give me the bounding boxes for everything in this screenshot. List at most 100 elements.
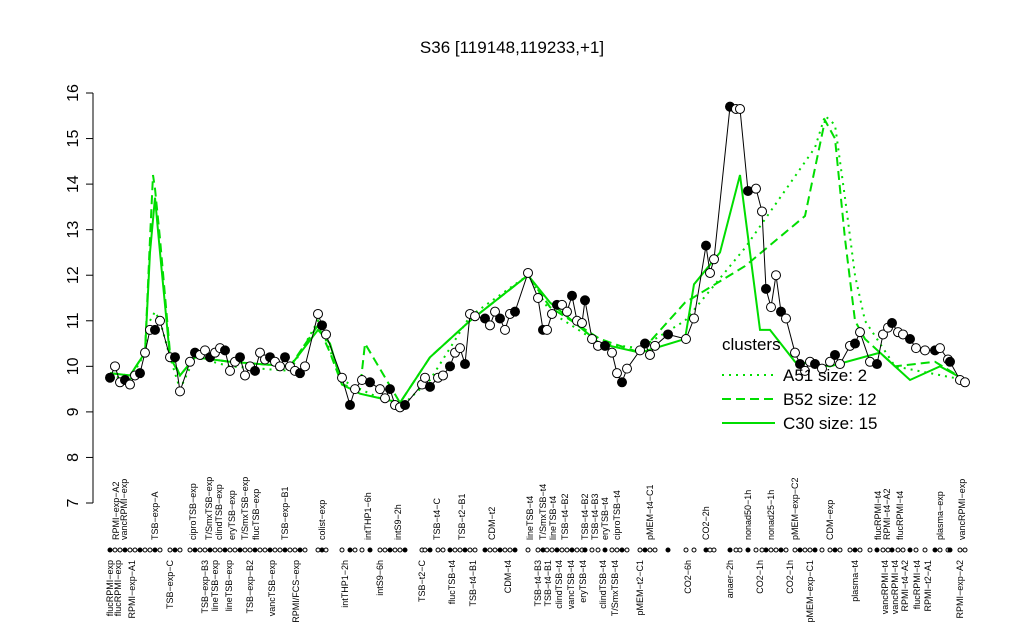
sample-point bbox=[795, 359, 805, 370]
y-tick-label: 16 bbox=[65, 84, 82, 102]
sample-point bbox=[850, 338, 860, 349]
rug-dot bbox=[827, 547, 833, 553]
x-label-top: flucRPMI−t4 bbox=[895, 491, 905, 540]
x-label-top: TSB−t4−B2 bbox=[560, 493, 570, 540]
x-label-top: TSB−t4−B2 bbox=[580, 493, 590, 540]
sample-point bbox=[766, 302, 776, 313]
sample-point bbox=[776, 306, 786, 317]
cluster-line bbox=[109, 174, 966, 404]
x-label-bottom: TSB−t2−C bbox=[417, 560, 427, 603]
rug-dot bbox=[142, 547, 148, 553]
sample-point bbox=[567, 290, 577, 301]
rug-dot bbox=[262, 547, 268, 553]
sample-point bbox=[470, 311, 480, 322]
sample-point bbox=[735, 103, 745, 114]
rug-dot bbox=[167, 547, 173, 553]
rug-dot bbox=[783, 547, 789, 553]
rug-dot bbox=[152, 547, 158, 553]
rug-dot bbox=[287, 547, 293, 553]
rug-dot bbox=[922, 547, 928, 553]
sample-point bbox=[485, 320, 495, 331]
rug-dot bbox=[367, 547, 373, 553]
x-label-top: TSB−t4−C bbox=[432, 497, 442, 540]
rug-dot bbox=[292, 547, 298, 553]
x-label-top: eryTSB−exp bbox=[227, 490, 237, 540]
rug-dot bbox=[763, 547, 769, 553]
x-label-bottom: eryTSB−t4 bbox=[578, 560, 588, 603]
rug-dot bbox=[302, 547, 308, 553]
rug-dot bbox=[932, 547, 938, 553]
sample-point bbox=[663, 329, 673, 340]
sample-point bbox=[125, 379, 135, 390]
x-label-bottom: vancRPMI−t4 bbox=[880, 560, 890, 614]
sample-point bbox=[533, 293, 543, 303]
x-label-bottom: RPMI−t4−A2 bbox=[900, 560, 910, 612]
rug-dot bbox=[447, 547, 453, 553]
rug-dot bbox=[778, 547, 784, 553]
rug-dot bbox=[422, 547, 428, 553]
x-label-top: plasma−exp bbox=[935, 491, 945, 540]
sample-point bbox=[810, 359, 820, 370]
rug-dot bbox=[652, 547, 658, 553]
x-label-top: flucRPMI−t4 bbox=[873, 491, 883, 540]
y-tick-label: 13 bbox=[65, 221, 82, 239]
x-label-top: T/SmxTSB−t4 bbox=[538, 484, 548, 540]
rug-dot bbox=[895, 547, 901, 553]
sample-point bbox=[385, 384, 395, 395]
x-label-top: pMEM−t4−C1 bbox=[645, 484, 655, 540]
rug-dot bbox=[272, 547, 278, 553]
rug-dot bbox=[452, 547, 458, 553]
rug-dot bbox=[122, 547, 128, 553]
rug-dot bbox=[889, 547, 895, 553]
sample-point bbox=[835, 359, 845, 370]
x-label-bottom: TSB−exp−B3 bbox=[200, 560, 210, 614]
x-label-top: ciproTSB−t4 bbox=[612, 490, 622, 540]
rug-dot bbox=[227, 547, 233, 553]
sample-point bbox=[790, 347, 800, 358]
rug-dot bbox=[472, 547, 478, 553]
rug-dot bbox=[569, 547, 575, 553]
sample-point bbox=[617, 377, 627, 388]
sample-point bbox=[771, 270, 781, 281]
rug-dot bbox=[564, 547, 570, 553]
x-label-top: vancRPMI−exp bbox=[957, 479, 967, 540]
rug-dot bbox=[339, 547, 345, 553]
sample-point bbox=[607, 347, 617, 358]
x-label-top: flucTSB−exp bbox=[251, 489, 261, 540]
sample-point bbox=[500, 324, 510, 335]
sample-point bbox=[455, 343, 465, 354]
cluster-line bbox=[109, 113, 966, 409]
rug-dot bbox=[137, 547, 143, 553]
rug-dot bbox=[962, 547, 968, 553]
x-label-bottom: flucTSB−t4 bbox=[447, 560, 457, 604]
sample-point bbox=[935, 343, 945, 354]
x-label-bottom: T/SmxTSB−t4 bbox=[610, 560, 620, 616]
sample-point bbox=[155, 315, 165, 326]
rug-dot bbox=[947, 547, 953, 553]
sample-point bbox=[855, 327, 865, 338]
rug-dot bbox=[507, 547, 513, 553]
x-label-bottom: CDM−t4 bbox=[503, 560, 513, 593]
sample-point bbox=[905, 334, 915, 344]
sample-point bbox=[140, 347, 150, 358]
rug-dot bbox=[319, 547, 325, 553]
rug-dot bbox=[733, 547, 739, 553]
sample-point bbox=[681, 334, 691, 344]
rug-dot bbox=[582, 547, 588, 553]
rug-dot bbox=[387, 547, 393, 553]
rug-dot bbox=[487, 547, 493, 553]
legend-label: B52 size: 12 bbox=[783, 390, 877, 409]
rug-dot bbox=[847, 547, 853, 553]
x-label-top: nonad50−1h bbox=[743, 490, 753, 540]
rug-dot bbox=[247, 547, 253, 553]
sample-point bbox=[380, 393, 390, 404]
sample-point bbox=[898, 329, 908, 340]
x-label-bottom: flucRPMI−exp bbox=[113, 560, 123, 616]
sample-point bbox=[490, 306, 500, 317]
x-label-top: eryTSB−t4 bbox=[600, 497, 610, 540]
rug-dot bbox=[589, 547, 595, 553]
rug-dot bbox=[880, 547, 886, 553]
x-label-bottom: clindTSB−t4 bbox=[598, 560, 608, 609]
rug-dot bbox=[874, 547, 880, 553]
rug-dot bbox=[540, 547, 546, 553]
